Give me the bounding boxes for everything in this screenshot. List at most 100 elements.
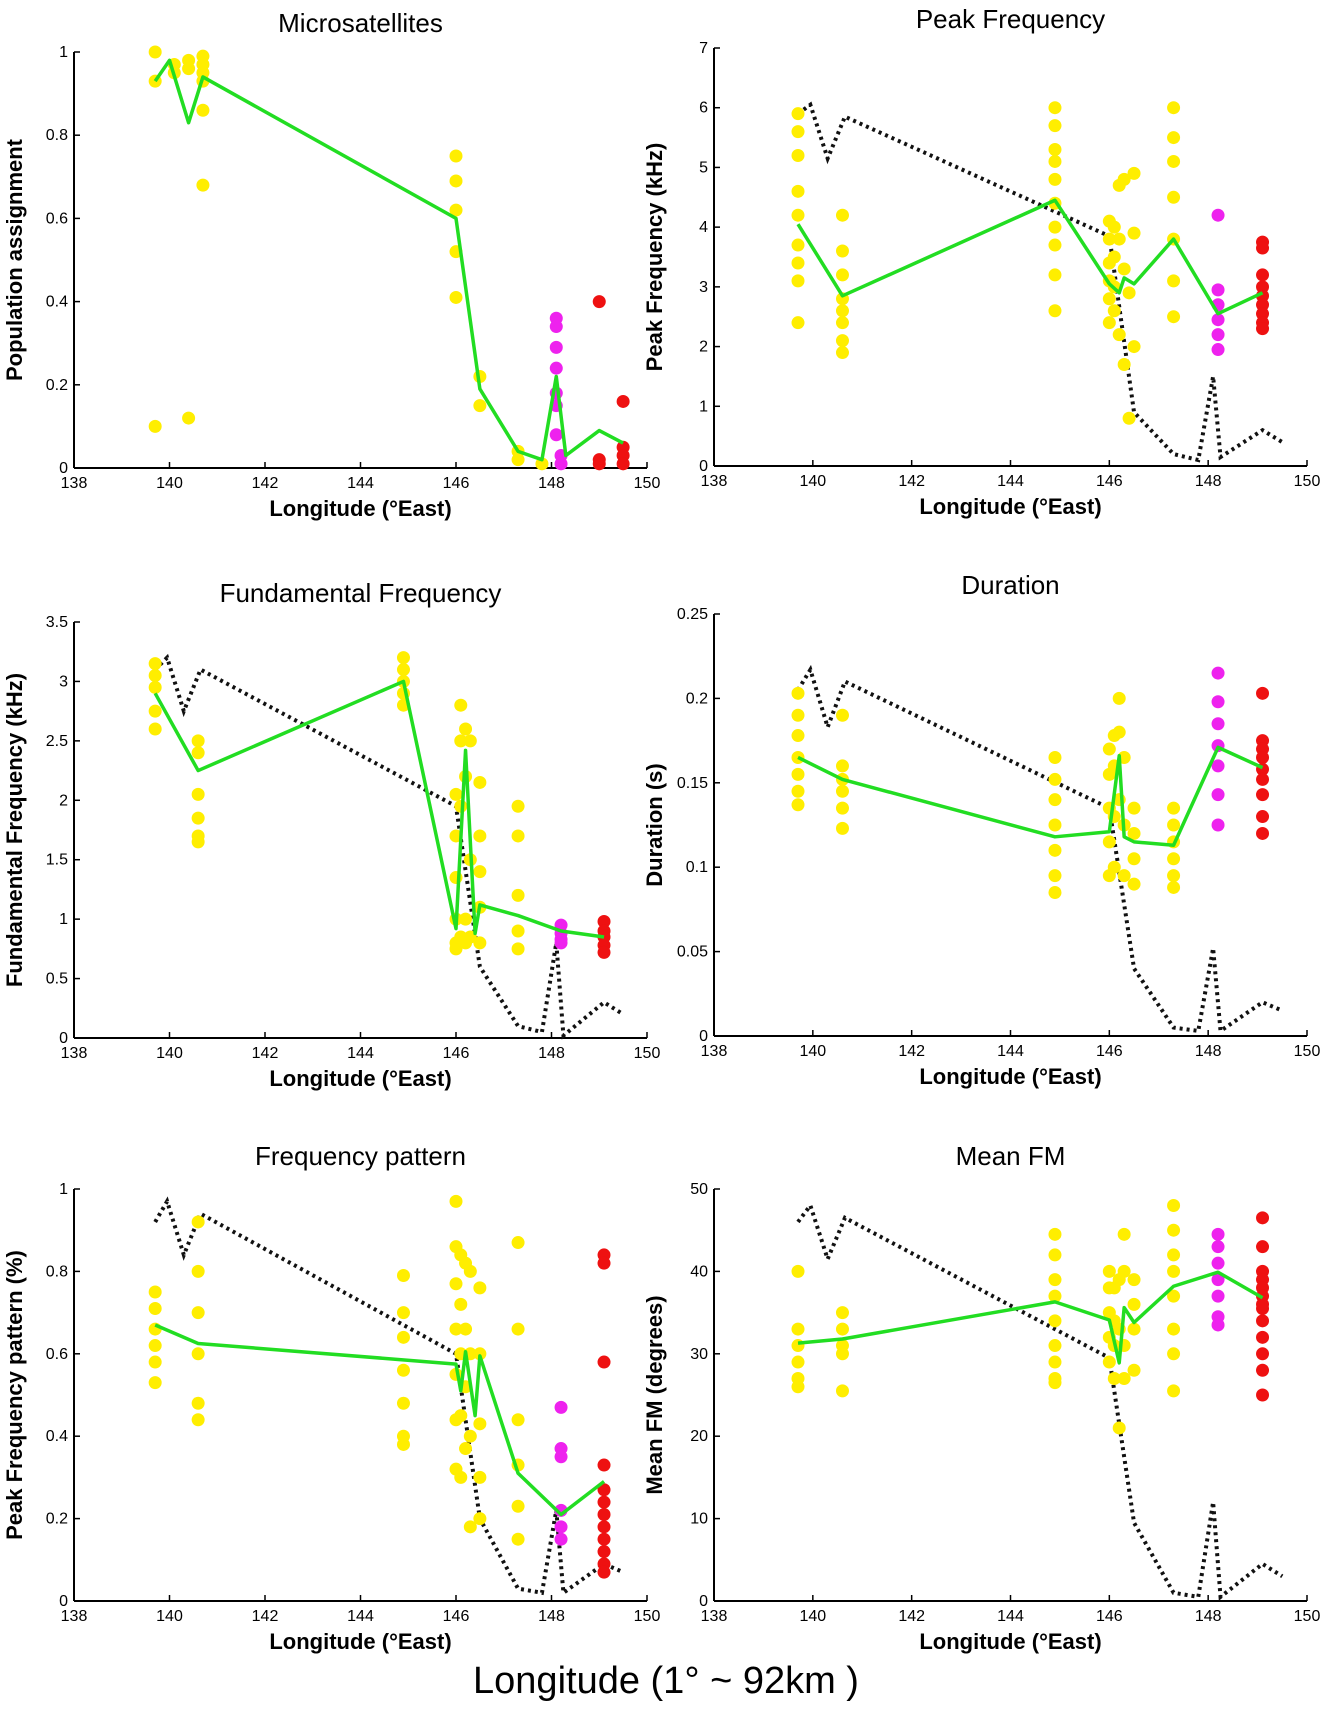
data-point-red xyxy=(597,1520,611,1534)
data-point-yellow xyxy=(1048,238,1062,252)
data-point-yellow xyxy=(835,1306,849,1320)
data-point-yellow xyxy=(463,1429,477,1443)
data-point-yellow xyxy=(1048,1339,1062,1353)
data-point-yellow xyxy=(1102,292,1116,306)
data-point-red xyxy=(1256,686,1270,700)
data-point-red xyxy=(1256,280,1270,294)
x-axis-label: Longitude (°East) xyxy=(919,1064,1101,1089)
data-point-yellow xyxy=(454,734,468,748)
y-tick-label: 0.05 xyxy=(677,944,708,961)
data-point-yellow xyxy=(454,1409,468,1423)
data-point-yellow xyxy=(463,734,477,748)
data-point-yellow xyxy=(1127,852,1141,866)
data-point-yellow xyxy=(835,708,849,722)
y-tick-label: 2.5 xyxy=(46,733,68,750)
data-point-yellow xyxy=(791,148,805,162)
data-point-yellow xyxy=(1167,869,1181,883)
data-point-yellow xyxy=(1048,1355,1062,1369)
data-point-yellow xyxy=(473,1417,487,1431)
data-point-magenta xyxy=(1211,313,1225,327)
data-point-yellow xyxy=(463,1520,477,1534)
data-point-red xyxy=(597,1507,611,1521)
x-tick-label: 140 xyxy=(156,475,183,492)
data-point-yellow xyxy=(1112,1421,1126,1435)
data-point-red xyxy=(1256,1363,1270,1377)
x-tick-label: 138 xyxy=(61,1045,88,1062)
data-point-yellow xyxy=(791,208,805,222)
x-tick-label: 142 xyxy=(252,475,279,492)
data-point-yellow xyxy=(511,829,525,843)
data-point-yellow xyxy=(835,1322,849,1336)
y-tick-label: 0.2 xyxy=(46,1511,68,1528)
panel-mean-fm: Mean FM 138 140 142 144 146 148 150 0 10 20 30 40 50 L… xyxy=(642,1141,1320,1654)
data-point-yellow xyxy=(396,1437,410,1451)
x-tick-label: 138 xyxy=(61,1608,88,1625)
data-point-yellow xyxy=(191,734,205,748)
data-point-yellow xyxy=(473,1512,487,1526)
data-point-yellow xyxy=(396,663,410,677)
data-point-red xyxy=(1256,1347,1270,1361)
data-point-yellow xyxy=(473,399,487,413)
data-point-yellow xyxy=(1048,220,1062,234)
y-axis-label: Mean FM (degrees) xyxy=(642,1295,667,1494)
data-point-yellow xyxy=(396,1330,410,1344)
data-point-yellow xyxy=(1102,316,1116,330)
mean-series-line xyxy=(154,1323,606,1517)
y-tick-label: 3 xyxy=(699,279,708,296)
data-point-red xyxy=(592,295,606,309)
dotted-series-line xyxy=(153,1196,624,1597)
data-point-yellow xyxy=(1102,742,1116,756)
data-point-yellow xyxy=(148,45,162,59)
data-point-yellow xyxy=(196,103,210,117)
data-point-red xyxy=(597,1355,611,1369)
data-point-yellow xyxy=(1102,1355,1116,1369)
x-tick-label: 142 xyxy=(252,1045,279,1062)
x-tick-label: 148 xyxy=(1195,1608,1222,1625)
data-point-magenta xyxy=(554,936,568,950)
data-point-yellow xyxy=(1112,725,1126,739)
data-point-yellow xyxy=(1167,154,1181,168)
dotted-series-line xyxy=(796,1201,1284,1601)
x-axis-label: Longitude (°East) xyxy=(269,1629,451,1654)
x-tick-label: 150 xyxy=(1294,1608,1321,1625)
data-point-yellow xyxy=(1127,1363,1141,1377)
data-point-yellow xyxy=(835,821,849,835)
y-tick-label: 1 xyxy=(59,911,68,928)
data-point-yellow xyxy=(182,411,196,425)
data-point-yellow xyxy=(791,708,805,722)
x-tick-label: 138 xyxy=(701,1608,728,1625)
data-point-magenta xyxy=(554,1400,568,1414)
data-point-yellow xyxy=(1167,1347,1181,1361)
data-point-red xyxy=(1256,750,1270,764)
dotted-series-line xyxy=(153,653,625,1040)
x-tick-label: 138 xyxy=(701,1043,728,1060)
y-tick-label: 0.6 xyxy=(46,210,68,227)
data-point-red xyxy=(1256,1314,1270,1328)
data-point-yellow xyxy=(191,811,205,825)
data-point-yellow xyxy=(1048,1376,1062,1390)
y-tick-label: 40 xyxy=(690,1263,708,1280)
data-point-yellow xyxy=(835,304,849,318)
data-point-yellow xyxy=(1127,826,1141,840)
data-point-red xyxy=(597,1565,611,1579)
data-point-yellow xyxy=(791,686,805,700)
mean-series-line xyxy=(796,198,1264,316)
data-point-yellow xyxy=(835,334,849,348)
mean-series-line xyxy=(797,1270,1264,1365)
x-tick-label: 144 xyxy=(347,1608,374,1625)
data-point-magenta xyxy=(1211,759,1225,773)
data-point-magenta xyxy=(554,457,568,471)
data-point-yellow xyxy=(835,759,849,773)
data-point-yellow xyxy=(396,651,410,665)
data-point-yellow xyxy=(396,1396,410,1410)
x-axis-label: Longitude (°East) xyxy=(919,494,1101,519)
y-tick-label: 0 xyxy=(699,458,708,475)
data-point-red xyxy=(616,394,630,408)
chart-title: Peak Frequency xyxy=(916,4,1105,34)
data-point-yellow xyxy=(1167,880,1181,894)
data-point-magenta xyxy=(1211,283,1225,297)
data-point-yellow xyxy=(1048,143,1062,157)
y-tick-label: 0.4 xyxy=(46,294,68,311)
data-point-yellow xyxy=(535,457,549,471)
y-tick-label: 0.1 xyxy=(686,859,708,876)
